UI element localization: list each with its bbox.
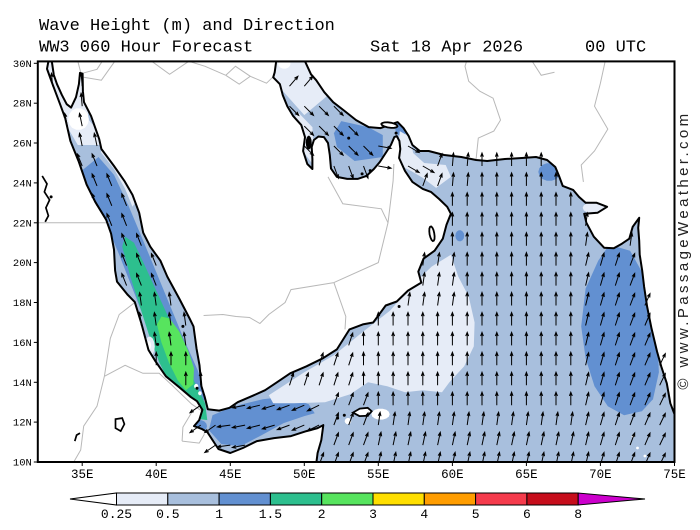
svg-text:24N: 24N: [13, 178, 32, 190]
svg-text:14N: 14N: [13, 378, 32, 390]
svg-text:45E: 45E: [219, 468, 242, 482]
svg-text:1: 1: [215, 507, 223, 522]
svg-text:© www.PassageWeather.com: © www.PassageWeather.com: [675, 110, 692, 389]
svg-text:5: 5: [472, 507, 480, 522]
svg-text:55E: 55E: [367, 468, 390, 482]
svg-text:18N: 18N: [13, 298, 32, 310]
svg-text:22N: 22N: [13, 218, 32, 230]
svg-text:Wave Height (m) and Direction: Wave Height (m) and Direction: [39, 17, 335, 36]
svg-text:0.5: 0.5: [156, 507, 179, 522]
svg-text:26N: 26N: [13, 139, 32, 151]
svg-text:1.5: 1.5: [259, 507, 282, 522]
svg-text:75E: 75E: [663, 468, 686, 482]
svg-text:60E: 60E: [441, 468, 464, 482]
svg-text:70E: 70E: [589, 468, 612, 482]
svg-text:35E: 35E: [71, 468, 94, 482]
svg-text:10N: 10N: [13, 458, 32, 470]
svg-text:16N: 16N: [13, 338, 32, 350]
svg-text:3: 3: [369, 507, 377, 522]
svg-text:0.25: 0.25: [101, 507, 132, 522]
svg-text:2: 2: [318, 507, 326, 522]
svg-text:28N: 28N: [13, 99, 32, 111]
svg-text:20N: 20N: [13, 258, 32, 270]
svg-text:00 UTC: 00 UTC: [585, 39, 646, 58]
svg-text:30N: 30N: [13, 59, 32, 71]
svg-text:WW3 060 Hour Forecast: WW3 060 Hour Forecast: [39, 39, 253, 58]
svg-text:65E: 65E: [515, 468, 538, 482]
svg-text:40E: 40E: [145, 468, 168, 482]
svg-text:6: 6: [523, 507, 531, 522]
svg-text:Sat 18 Apr 2026: Sat 18 Apr 2026: [370, 39, 523, 58]
svg-text:8: 8: [574, 507, 582, 522]
svg-text:50E: 50E: [293, 468, 316, 482]
svg-text:12N: 12N: [13, 418, 32, 430]
svg-text:4: 4: [420, 507, 428, 522]
